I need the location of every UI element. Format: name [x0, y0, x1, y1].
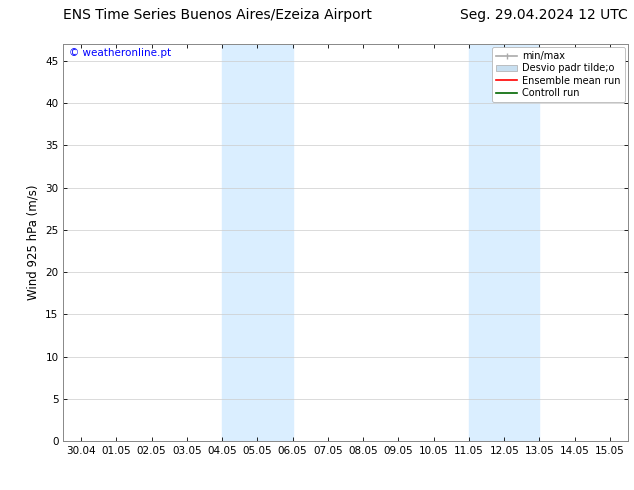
Bar — [222, 44, 293, 441]
Y-axis label: Wind 925 hPa (m/s): Wind 925 hPa (m/s) — [27, 185, 40, 300]
Text: © weatheronline.pt: © weatheronline.pt — [69, 48, 171, 58]
Bar — [469, 44, 540, 441]
Legend: min/max, Desvio padr tilde;o, Ensemble mean run, Controll run: min/max, Desvio padr tilde;o, Ensemble m… — [492, 47, 624, 102]
Text: Seg. 29.04.2024 12 UTC: Seg. 29.04.2024 12 UTC — [460, 8, 628, 22]
Text: ENS Time Series Buenos Aires/Ezeiza Airport: ENS Time Series Buenos Aires/Ezeiza Airp… — [63, 8, 372, 22]
